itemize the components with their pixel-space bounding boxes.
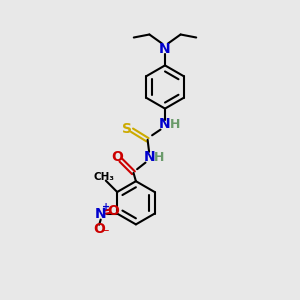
Text: N: N (159, 117, 171, 131)
Text: N: N (159, 42, 171, 56)
Text: O: O (111, 150, 123, 164)
Text: S: S (122, 122, 132, 136)
Text: N: N (143, 150, 155, 164)
Text: N: N (95, 207, 106, 220)
Text: H: H (154, 151, 164, 164)
Text: CH₃: CH₃ (94, 172, 115, 182)
Text: O: O (93, 222, 105, 236)
Text: +: + (102, 202, 110, 212)
Text: H: H (169, 118, 180, 131)
Text: ⁻: ⁻ (102, 227, 109, 240)
Text: O: O (107, 204, 119, 218)
